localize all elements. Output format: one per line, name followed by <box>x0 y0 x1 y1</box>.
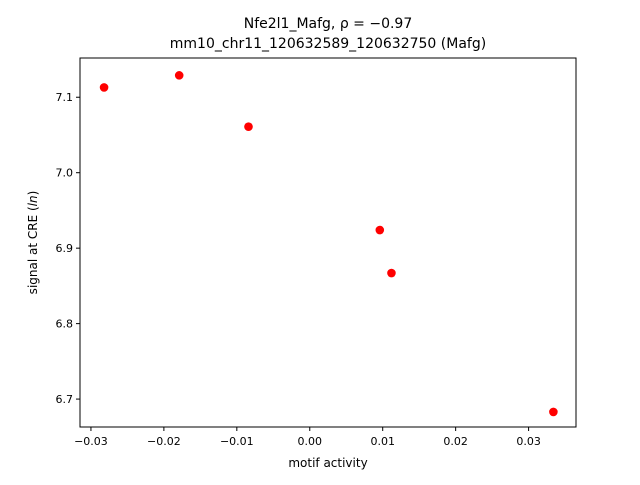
data-point <box>375 225 385 235</box>
data-point <box>387 268 396 278</box>
y-tick-label: 7.0 <box>56 167 74 180</box>
data-points <box>99 71 558 417</box>
x-tick-label: 0.00 <box>298 435 323 448</box>
y-axis-ticks: 6.7 6.8 6.9 7.0 7.1 <box>56 91 80 406</box>
y-tick-label: 6.9 <box>56 242 74 255</box>
x-tick-label: −0.01 <box>220 435 254 448</box>
y-axis-label: signal at CRE (ln) <box>26 191 40 295</box>
x-tick-label: 0.02 <box>443 435 468 448</box>
data-point <box>549 407 558 417</box>
x-axis-label: motif activity <box>288 456 367 470</box>
y-axis-label-prefix: signal at CRE ( <box>26 206 40 294</box>
data-point <box>174 71 184 80</box>
x-tick-label: 0.03 <box>516 435 541 448</box>
x-axis-ticks: −0.03 −0.02 −0.01 0.00 0.01 0.02 0.03 <box>74 427 541 448</box>
plot-area-frame <box>79 57 577 428</box>
x-tick-label: −0.02 <box>147 435 181 448</box>
y-axis-label-suffix: ) <box>26 191 40 196</box>
y-axis-label-italic: ln <box>26 195 40 206</box>
y-tick-label: 7.1 <box>56 91 74 104</box>
x-tick-label: −0.03 <box>74 435 108 448</box>
chart-title-line-2: mm10_chr11_120632589_120632750 (Mafg) <box>170 36 486 52</box>
data-point <box>99 83 109 92</box>
y-tick-label: 6.7 <box>56 393 74 406</box>
y-tick-label: 6.8 <box>56 318 74 331</box>
x-tick-label: 0.01 <box>370 435 395 448</box>
data-point <box>244 122 253 131</box>
chart-title-line-1: Nfe2l1_Mafg, ρ = −0.97 <box>244 16 413 32</box>
